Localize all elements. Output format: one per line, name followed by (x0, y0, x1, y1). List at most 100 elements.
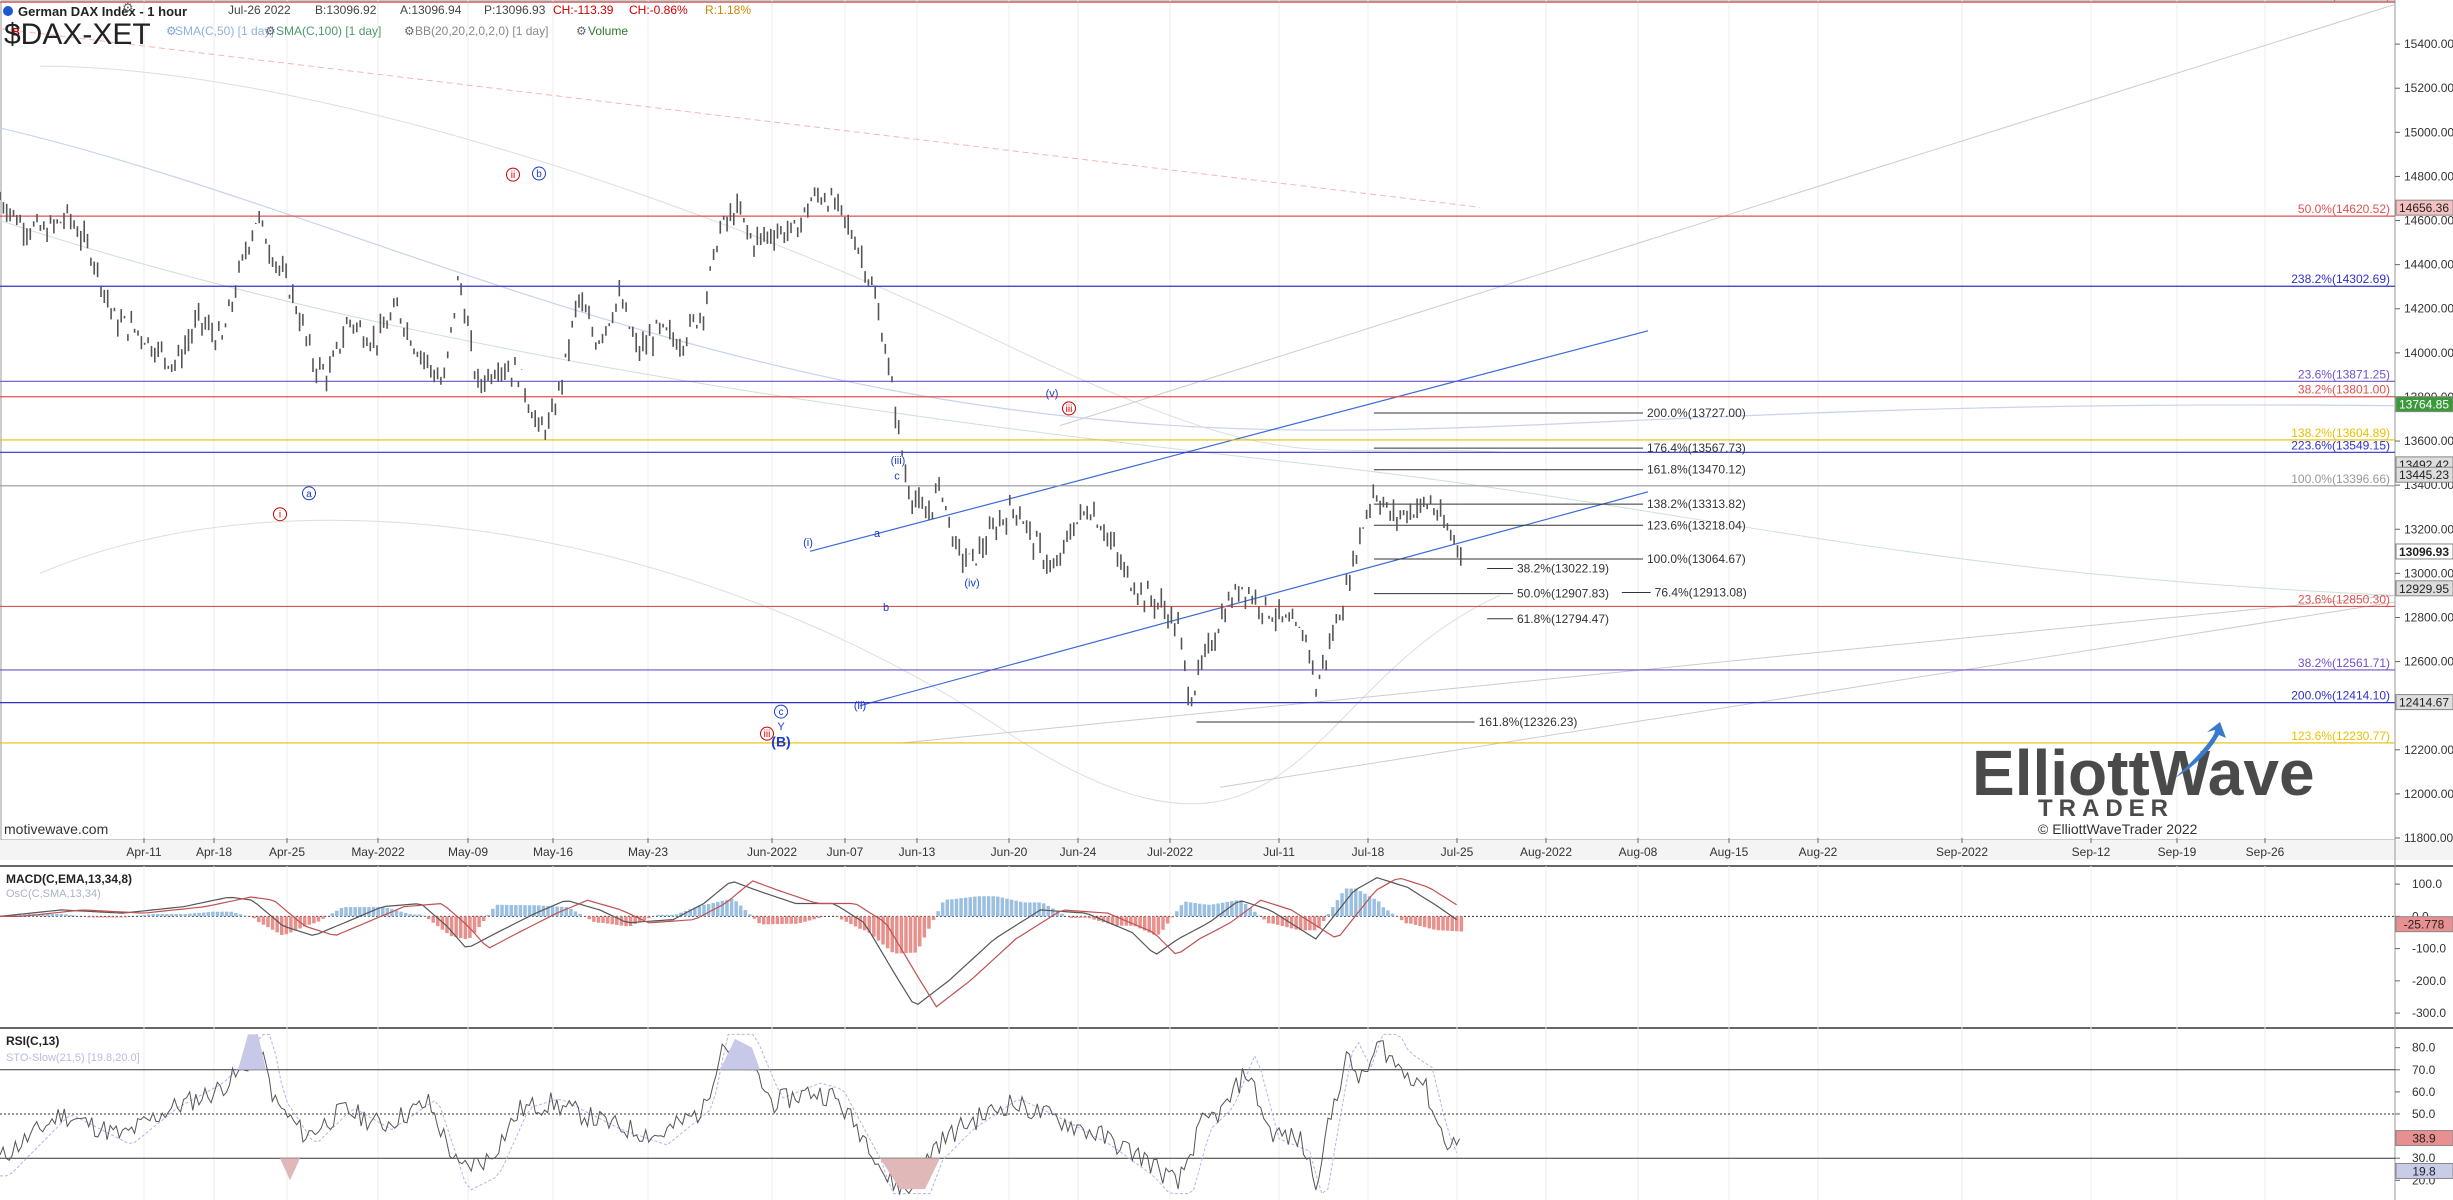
y-tick-label: 12200.00 (2404, 743, 2453, 757)
macd-hist-bar (491, 908, 495, 917)
macd-hist-bar (1455, 916, 1459, 932)
x-tick-label: Jun-07 (827, 845, 864, 859)
macd-hist-bar (1308, 916, 1312, 931)
rsi-value-tag (2395, 1130, 2453, 1147)
macd-hist-bar (238, 914, 243, 917)
price-tag-label: 12414.67 (2399, 696, 2449, 710)
macd-hist-bar (752, 916, 757, 919)
macd-hist-bar (996, 896, 1000, 917)
macd-hist-bar (1138, 916, 1142, 929)
macd-hist-bar (592, 916, 596, 922)
bb-lower-line (39, 519, 1501, 805)
settings-gear-icon[interactable]: ⚙ (122, 0, 134, 15)
macd-hist-bar (1239, 900, 1243, 917)
macd-hist-bar (729, 898, 734, 917)
macd-hist-bar (436, 916, 440, 927)
target-label: 200.0%(13727.00) (1647, 406, 1746, 420)
trend-lines (0, 3, 2396, 805)
macd-hist-bar (1422, 916, 1427, 928)
macd-hist-bar (509, 904, 513, 917)
macd-hist-bar (105, 916, 110, 918)
wave-label-circle (760, 726, 774, 741)
macd-hist-bar (963, 897, 968, 917)
macd-hist-bar (835, 916, 839, 918)
macd-hist-bar (302, 916, 307, 927)
macd-hist-bar (1253, 911, 1257, 917)
macd-hist-bar (279, 916, 284, 935)
wave-label: i (279, 510, 281, 521)
macd-hist-bar (417, 914, 422, 917)
macd-hist-bar (1331, 907, 1335, 917)
wave-label: b (883, 602, 889, 614)
macd-signal-line (0, 877, 1457, 1008)
macd-hist-bar (1266, 916, 1271, 924)
macd-hist-bar (908, 916, 913, 953)
gray-trendline-3 (1059, 3, 2396, 427)
x-tick-label: Jun-13 (899, 845, 936, 859)
macd-hist-bar (812, 916, 816, 920)
rsi-oversold-fill (280, 1158, 300, 1181)
y-tick-label: 14400.00 (2404, 258, 2453, 272)
macd-hist-bar (1032, 902, 1037, 917)
macd-hist-bar (1262, 916, 1266, 920)
x-tick-label: Aug-2022 (1520, 845, 1572, 859)
macd-hist-bar (353, 907, 357, 917)
sma50-settings-icon[interactable]: ⚙ (166, 24, 177, 38)
bb-settings-icon[interactable]: ⚙ (404, 24, 415, 38)
y-tick-label: 14200.00 (2404, 302, 2453, 316)
price-tag-box (2395, 580, 2453, 597)
sma100-settings-icon[interactable]: ⚙ (265, 24, 276, 38)
x-tick-label: Jul-2022 (1147, 845, 1193, 859)
macd-hist-bar (899, 916, 904, 954)
macd-hist-bar (1110, 916, 1115, 925)
y-tick-label: 14600.00 (2404, 214, 2453, 228)
volume-legend[interactable]: Volume (588, 24, 628, 38)
sma100-legend[interactable]: SMA(C,100) [1 day] (276, 24, 381, 38)
target-label: 100.0%(13064.67) (1647, 552, 1746, 566)
x-tick-label: Sep-19 (2158, 845, 2197, 859)
volume-settings-icon[interactable]: ⚙ (576, 24, 587, 38)
macd-hist-bar (252, 916, 256, 919)
symbol-label: $DAX-XET (4, 18, 151, 51)
header-change: CH:-113.39 (553, 3, 614, 17)
macd-hist-bar (1404, 916, 1409, 924)
macd-hist-bar (1014, 900, 1018, 917)
fib-level-label: 38.2%(12561.71) (2298, 656, 2390, 670)
macd-hist-bar (927, 916, 931, 929)
time-axis[interactable]: Apr-11 Apr-18 Apr-25 May-2022 May-09 May-16 Ma… (126, 838, 2285, 859)
target-label: 123.6%(13218.04) (1647, 518, 1746, 532)
macd-hist-bar (537, 905, 541, 917)
macd-hist-bar (91, 916, 96, 918)
macd-hist-bar (784, 916, 789, 924)
bb-legend[interactable]: BB(20,20,2,0,2,0) [1 day] (415, 24, 548, 38)
macd-hist-bar (674, 914, 679, 917)
sma50-line (0, 127, 2396, 431)
macd-hist-bar (1216, 903, 1220, 917)
macd-hist-bar (885, 916, 890, 949)
macd-hist-bar (1161, 916, 1165, 930)
macd-hist-bar (413, 914, 417, 917)
macd-hist-bar (399, 911, 403, 917)
macd-hist-bar (936, 911, 940, 917)
macd-hist-bar (211, 911, 215, 917)
macd-hist-bar (100, 916, 105, 918)
macd-hist-bar (913, 916, 917, 953)
macd-hist-bar (1298, 916, 1303, 931)
macd-hist-bar (50, 914, 54, 917)
macd-title: MACD(C,EMA,13,34,8) (6, 872, 132, 886)
macd-tick-label: -200.0 (2412, 974, 2446, 988)
macd-hist-bar (459, 916, 463, 939)
macd-hist-bar (973, 896, 977, 917)
macd-hist-bar (1092, 916, 1096, 920)
macd-hist-bar (706, 904, 711, 917)
macd-hist-bar (844, 916, 849, 922)
sma50-legend[interactable]: SMA(C,50) [1 day] (175, 24, 274, 38)
macd-hist-bar (1413, 916, 1418, 925)
header-ask: A:13096.94 (400, 3, 462, 17)
macd-pane: MACD(C,EMA,13,34,8) OsC(C,SMA,13,34) 100.0… (0, 872, 2453, 1020)
macd-hist-bar (775, 916, 780, 925)
time-axis-band (0, 840, 2453, 860)
wave-label: ii (511, 170, 515, 181)
macd-hist-bar (275, 916, 279, 933)
